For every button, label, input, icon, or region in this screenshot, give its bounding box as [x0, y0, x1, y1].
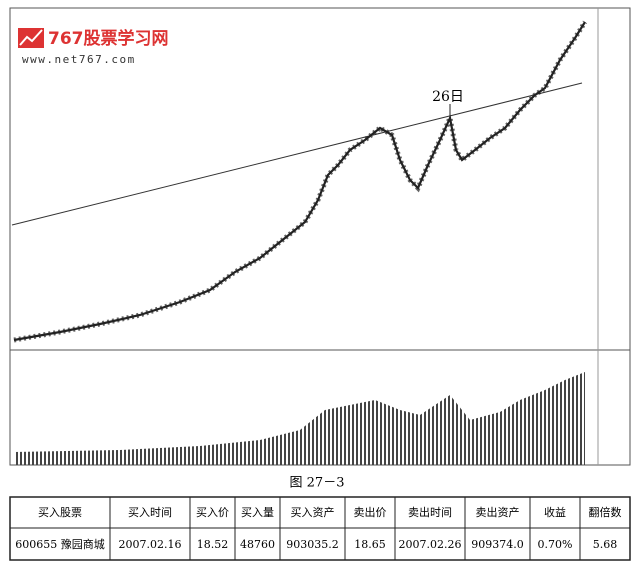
site-name: 767股票学习网: [48, 28, 169, 49]
table-cell: 909374.0: [471, 538, 524, 551]
column-header: 买入量: [241, 506, 274, 519]
table-cell: 2007.02.16: [119, 538, 182, 551]
column-header: 买入价: [196, 506, 229, 519]
column-header: 买入资产: [291, 505, 335, 519]
column-header: 卖出价: [354, 505, 387, 519]
trend-line: [11, 82, 583, 226]
chart-frame: [9, 7, 631, 466]
table-cell: 18.65: [354, 538, 386, 551]
column-header: 买入股票: [38, 506, 82, 519]
column-header: 翻倍数: [589, 505, 622, 519]
column-header: 卖出时间: [408, 505, 452, 519]
table-cell: 903035.2: [286, 538, 339, 551]
column-header: 买入时间: [128, 506, 172, 519]
table-cell: 600655 豫园商城: [15, 537, 105, 551]
table: 买入股票 买入时间 买入价 买入量 买入资产 卖出价 卖出时间 卖出资产 收益 翻倍数 600655…: [9, 496, 631, 561]
logo-icon: [18, 28, 44, 48]
column-header: 卖出资产: [476, 505, 520, 519]
table-cell: 5.68: [593, 538, 618, 551]
annotation: 26日: [432, 89, 464, 105]
table-cell: 48760: [240, 538, 275, 551]
volume-bars: [14, 372, 585, 465]
table-cell: 2007.02.26: [399, 538, 462, 551]
site-url: www.net767.com: [22, 53, 136, 66]
candles: [13, 20, 588, 343]
table-cell: 0.70%: [538, 538, 573, 551]
figure-caption: 图 27－3: [290, 476, 345, 491]
column-header: 收益: [544, 505, 566, 519]
table-cell: 18.52: [197, 538, 229, 551]
logo-arrow: [19, 29, 43, 46]
